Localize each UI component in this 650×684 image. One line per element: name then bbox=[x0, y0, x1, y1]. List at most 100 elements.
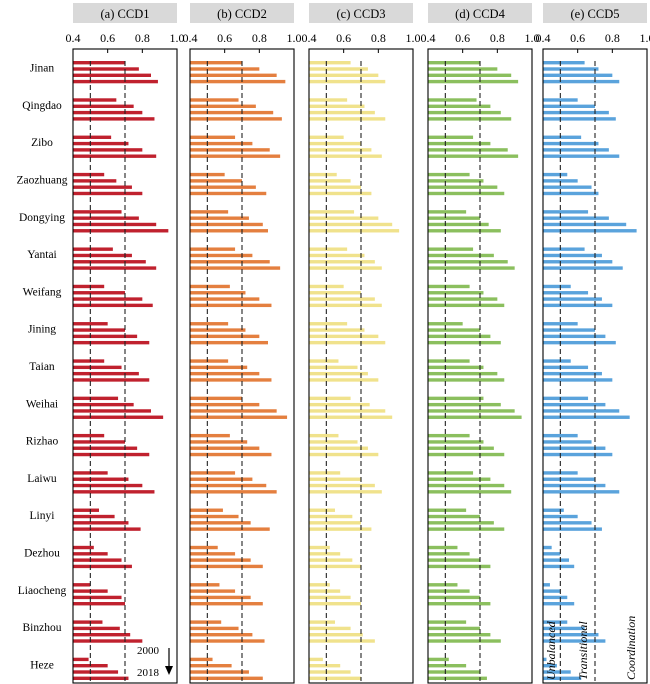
city-label: Qingdao bbox=[22, 100, 62, 112]
bar-weihai-4 bbox=[190, 415, 288, 419]
bar-taian-1 bbox=[309, 359, 339, 363]
panel-header bbox=[543, 3, 647, 23]
bar-laiwu-4 bbox=[428, 490, 512, 494]
bar-binzhou-3 bbox=[73, 633, 131, 637]
bar-zaozhuang-4 bbox=[190, 191, 267, 196]
x-tick-label: 0.8 bbox=[135, 31, 150, 45]
bar-jinan-2 bbox=[309, 67, 368, 71]
bar-laiwu-4 bbox=[309, 490, 382, 494]
bar-zibo-3 bbox=[543, 148, 609, 152]
bar-qingdao-2 bbox=[428, 104, 491, 108]
bar-heze-1 bbox=[428, 657, 449, 662]
bar-jining-4 bbox=[428, 340, 501, 345]
bar-dongying-1 bbox=[73, 210, 122, 214]
bar-linyi-3 bbox=[309, 521, 361, 525]
bar-jining-4 bbox=[543, 340, 616, 345]
bar-qingdao-1 bbox=[428, 98, 477, 102]
bar-rizhao-3 bbox=[428, 446, 494, 450]
bar-qingdao-3 bbox=[73, 110, 143, 115]
bar-qingdao-3 bbox=[543, 110, 609, 115]
bar-heze-4 bbox=[190, 676, 263, 681]
bar-liaocheng-1 bbox=[73, 583, 91, 587]
bar-liaocheng-3 bbox=[190, 595, 251, 600]
bar-binzhou-3 bbox=[309, 633, 363, 637]
bar-taian-1 bbox=[73, 359, 105, 363]
bar-weihai-3 bbox=[309, 409, 386, 413]
bar-rizhao-2 bbox=[543, 440, 592, 444]
bar-linyi-1 bbox=[543, 508, 564, 512]
x-tick-label: 0.6 bbox=[336, 31, 351, 45]
bar-yantai-3 bbox=[73, 260, 146, 264]
bar-zaozhuang-2 bbox=[309, 179, 351, 183]
bar-linyi-3 bbox=[543, 521, 592, 525]
bar-jining-4 bbox=[73, 340, 150, 345]
bar-dongying-4 bbox=[543, 229, 637, 233]
bar-yantai-4 bbox=[190, 266, 281, 270]
bar-zibo-2 bbox=[543, 141, 599, 146]
bar-weifang-4 bbox=[309, 303, 382, 308]
bar-rizhao-1 bbox=[543, 433, 578, 438]
bar-linyi-1 bbox=[73, 508, 99, 512]
bar-jining-3 bbox=[73, 334, 138, 339]
bar-yantai-4 bbox=[428, 266, 515, 270]
bar-weihai-4 bbox=[309, 415, 393, 419]
bar-zibo-2 bbox=[190, 141, 253, 146]
bar-dezhou-3 bbox=[428, 558, 480, 562]
bar-jining-2 bbox=[428, 328, 480, 332]
bar-liaocheng-1 bbox=[309, 583, 330, 587]
bar-rizhao-4 bbox=[543, 452, 613, 457]
bar-taian-3 bbox=[543, 371, 602, 376]
bar-binzhou-4 bbox=[73, 639, 143, 643]
bar-linyi-2 bbox=[543, 514, 578, 519]
bar-rizhao-1 bbox=[309, 433, 339, 438]
city-label: Weihai bbox=[26, 398, 58, 410]
bar-zaozhuang-3 bbox=[543, 185, 592, 189]
bar-qingdao-4 bbox=[190, 117, 282, 121]
bar-laiwu-2 bbox=[73, 477, 129, 481]
bar-zibo-4 bbox=[73, 154, 157, 158]
bar-rizhao-4 bbox=[190, 452, 272, 457]
bar-heze-3 bbox=[190, 670, 249, 674]
bar-weifang-3 bbox=[543, 297, 602, 301]
city-label: Linyi bbox=[30, 510, 55, 522]
bar-weifang-1 bbox=[73, 284, 105, 289]
bar-heze-3 bbox=[309, 670, 351, 674]
bar-yantai-4 bbox=[73, 266, 157, 270]
bar-liaocheng-4 bbox=[543, 602, 575, 606]
bar-rizhao-3 bbox=[73, 446, 138, 450]
city-label: Binzhou bbox=[23, 622, 62, 634]
bar-qingdao-1 bbox=[73, 98, 117, 102]
city-label: Jining bbox=[28, 324, 56, 336]
bar-dezhou-2 bbox=[190, 552, 236, 556]
bar-weihai-2 bbox=[73, 402, 134, 407]
x-tick-label: 0.8 bbox=[605, 31, 620, 45]
bar-weifang-1 bbox=[543, 284, 571, 289]
bar-rizhao-3 bbox=[190, 446, 260, 450]
bar-liaocheng-3 bbox=[73, 595, 122, 600]
bar-linyi-2 bbox=[73, 514, 115, 519]
bar-rizhao-2 bbox=[309, 440, 358, 444]
bar-jining-3 bbox=[543, 334, 606, 339]
bar-linyi-4 bbox=[73, 527, 141, 531]
bar-zibo-4 bbox=[190, 154, 281, 158]
bar-zibo-3 bbox=[190, 148, 270, 152]
bar-zaozhuang-2 bbox=[190, 179, 242, 183]
bar-yantai-1 bbox=[190, 247, 236, 251]
bar-dezhou-1 bbox=[309, 545, 330, 550]
bar-taian-2 bbox=[73, 365, 122, 370]
bar-laiwu-3 bbox=[309, 483, 375, 488]
bar-jinan-4 bbox=[543, 79, 620, 84]
bar-liaocheng-2 bbox=[309, 589, 341, 593]
bar-zibo-1 bbox=[190, 135, 236, 139]
bar-weihai-2 bbox=[543, 402, 606, 407]
x-tick-label: 0.4 bbox=[66, 31, 81, 45]
bar-taian-3 bbox=[73, 371, 139, 376]
bar-jinan-3 bbox=[309, 73, 379, 77]
panel-title: (c) CCD3 bbox=[337, 7, 386, 21]
bar-qingdao-4 bbox=[428, 117, 512, 121]
bar-yantai-2 bbox=[190, 253, 253, 258]
bar-jinan-2 bbox=[543, 67, 599, 71]
bar-binzhou-2 bbox=[309, 626, 351, 631]
x-tick-label: 0.6 bbox=[217, 31, 232, 45]
bar-qingdao-2 bbox=[190, 104, 256, 108]
